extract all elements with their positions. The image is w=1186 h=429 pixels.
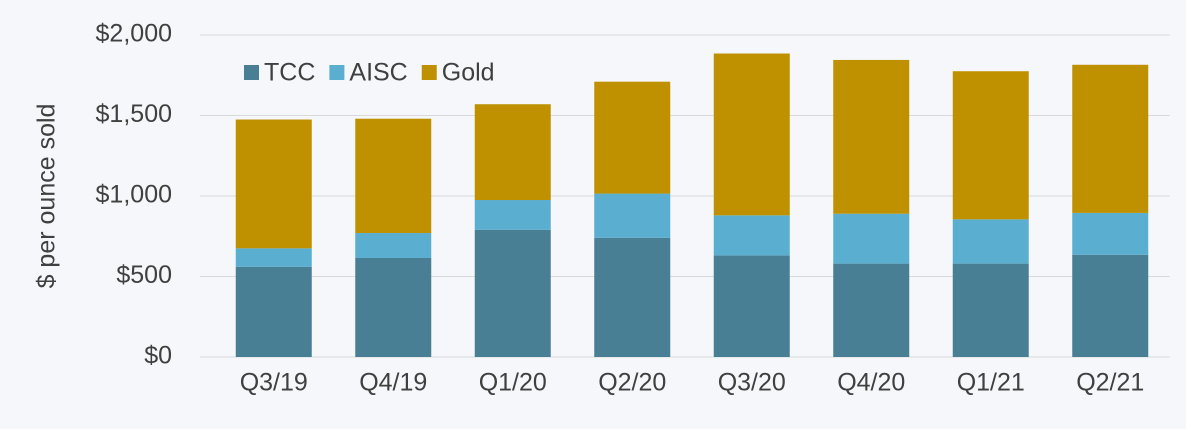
bar-segment (474, 229, 551, 357)
bar-segment (235, 119, 312, 249)
legend-swatch (421, 65, 437, 80)
bar-segment (474, 200, 551, 230)
bar-segment (713, 215, 790, 256)
bar-segment (1072, 212, 1149, 255)
y-tick-label: $1,500 (96, 100, 172, 128)
y-tick-label: $0 (144, 342, 172, 370)
x-tick-label: Q3/20 (718, 369, 786, 397)
bar-segment (952, 263, 1029, 357)
legend-label: AISC (349, 59, 407, 87)
bar-segment (474, 104, 551, 201)
bar-segment (594, 237, 671, 357)
bar-segment (713, 255, 790, 357)
bar-segment (594, 81, 671, 194)
bar-segment (594, 193, 671, 238)
bar-segment (713, 53, 790, 216)
bar-segment (235, 266, 312, 357)
bar-segment (355, 118, 432, 234)
bar-segment (355, 257, 432, 357)
x-tick-label: Q2/20 (598, 369, 666, 397)
bar-segment (235, 248, 312, 267)
x-tick-label: Q2/21 (1076, 369, 1144, 397)
y-axis-label: $ per ounce sold (33, 104, 61, 289)
bar-segment (833, 263, 910, 357)
x-tick-label: Q1/21 (957, 369, 1025, 397)
bar-segment (952, 71, 1029, 220)
legend-swatch (329, 65, 345, 80)
legend-swatch (244, 65, 259, 80)
y-tick-label: $500 (116, 261, 172, 289)
x-tick-label: Q1/20 (479, 369, 547, 397)
bar-segment (1072, 254, 1149, 357)
bar-segment (952, 219, 1029, 264)
legend-label: Gold (442, 59, 495, 87)
bar-segment (1072, 64, 1149, 213)
x-tick-label: Q4/20 (837, 369, 905, 397)
x-tick-label: Q3/19 (240, 369, 308, 397)
bar-segment (833, 213, 910, 264)
x-tick-label: Q4/19 (359, 369, 427, 397)
y-tick-label: $2,000 (96, 20, 172, 48)
bar-segment (355, 233, 432, 258)
legend-label: TCC (264, 59, 315, 87)
y-tick-label: $1,000 (96, 181, 172, 209)
bar-segment (833, 59, 910, 214)
